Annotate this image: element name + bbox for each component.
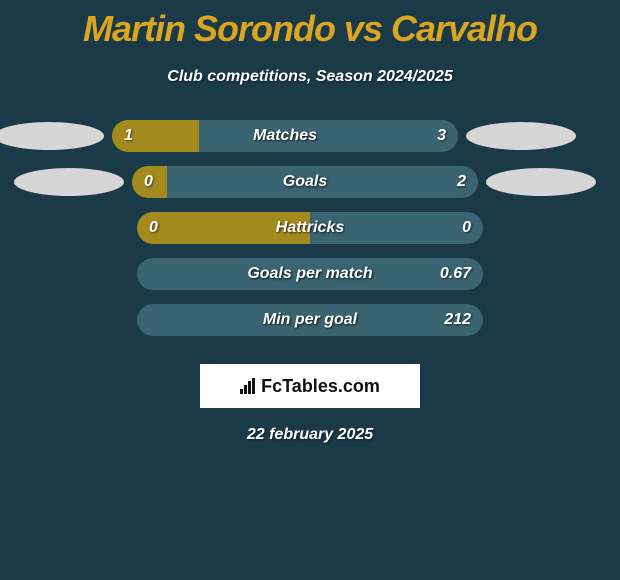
stat-value-right: 3 <box>437 127 446 145</box>
stat-label: Goals <box>283 173 327 191</box>
page-title: Martin Sorondo vs Carvalho <box>0 0 620 50</box>
bar-chart-icon <box>240 378 255 394</box>
right-ellipse <box>466 122 576 150</box>
stat-label: Hattricks <box>276 219 344 237</box>
right-ellipse <box>486 168 596 196</box>
stat-rows-container: 1 3 Matches 0 2 Goals 0 0 Hattricks 0.67 Goals per… <box>0 120 620 336</box>
left-ellipse <box>14 168 124 196</box>
stat-bar: 0 2 Goals <box>132 166 478 198</box>
bar-fill-right <box>199 120 458 152</box>
brand-label: FcTables.com <box>261 376 380 397</box>
stat-row: 212 Min per goal <box>0 304 620 336</box>
stat-value-right: 0.67 <box>440 265 471 283</box>
stat-label: Matches <box>253 127 317 145</box>
brand-box: FcTables.com <box>200 364 420 408</box>
stat-value-right: 212 <box>444 311 471 329</box>
date-label: 22 february 2025 <box>0 426 620 444</box>
subtitle: Club competitions, Season 2024/2025 <box>0 68 620 86</box>
stat-bar: 0.67 Goals per match <box>137 258 483 290</box>
stat-value-left: 0 <box>144 173 153 191</box>
stat-value-left: 1 <box>124 127 133 145</box>
stat-value-right: 0 <box>462 219 471 237</box>
stat-row: 0 2 Goals <box>0 166 620 198</box>
left-ellipse <box>0 122 104 150</box>
stat-value-left: 0 <box>149 219 158 237</box>
stat-value-right: 2 <box>457 173 466 191</box>
stat-row: 0 0 Hattricks <box>0 212 620 244</box>
stat-row: 1 3 Matches <box>0 120 620 152</box>
stat-label: Goals per match <box>247 265 372 283</box>
stat-bar: 1 3 Matches <box>112 120 458 152</box>
stat-bar: 212 Min per goal <box>137 304 483 336</box>
stat-bar: 0 0 Hattricks <box>137 212 483 244</box>
stat-row: 0.67 Goals per match <box>0 258 620 290</box>
stat-label: Min per goal <box>263 311 357 329</box>
